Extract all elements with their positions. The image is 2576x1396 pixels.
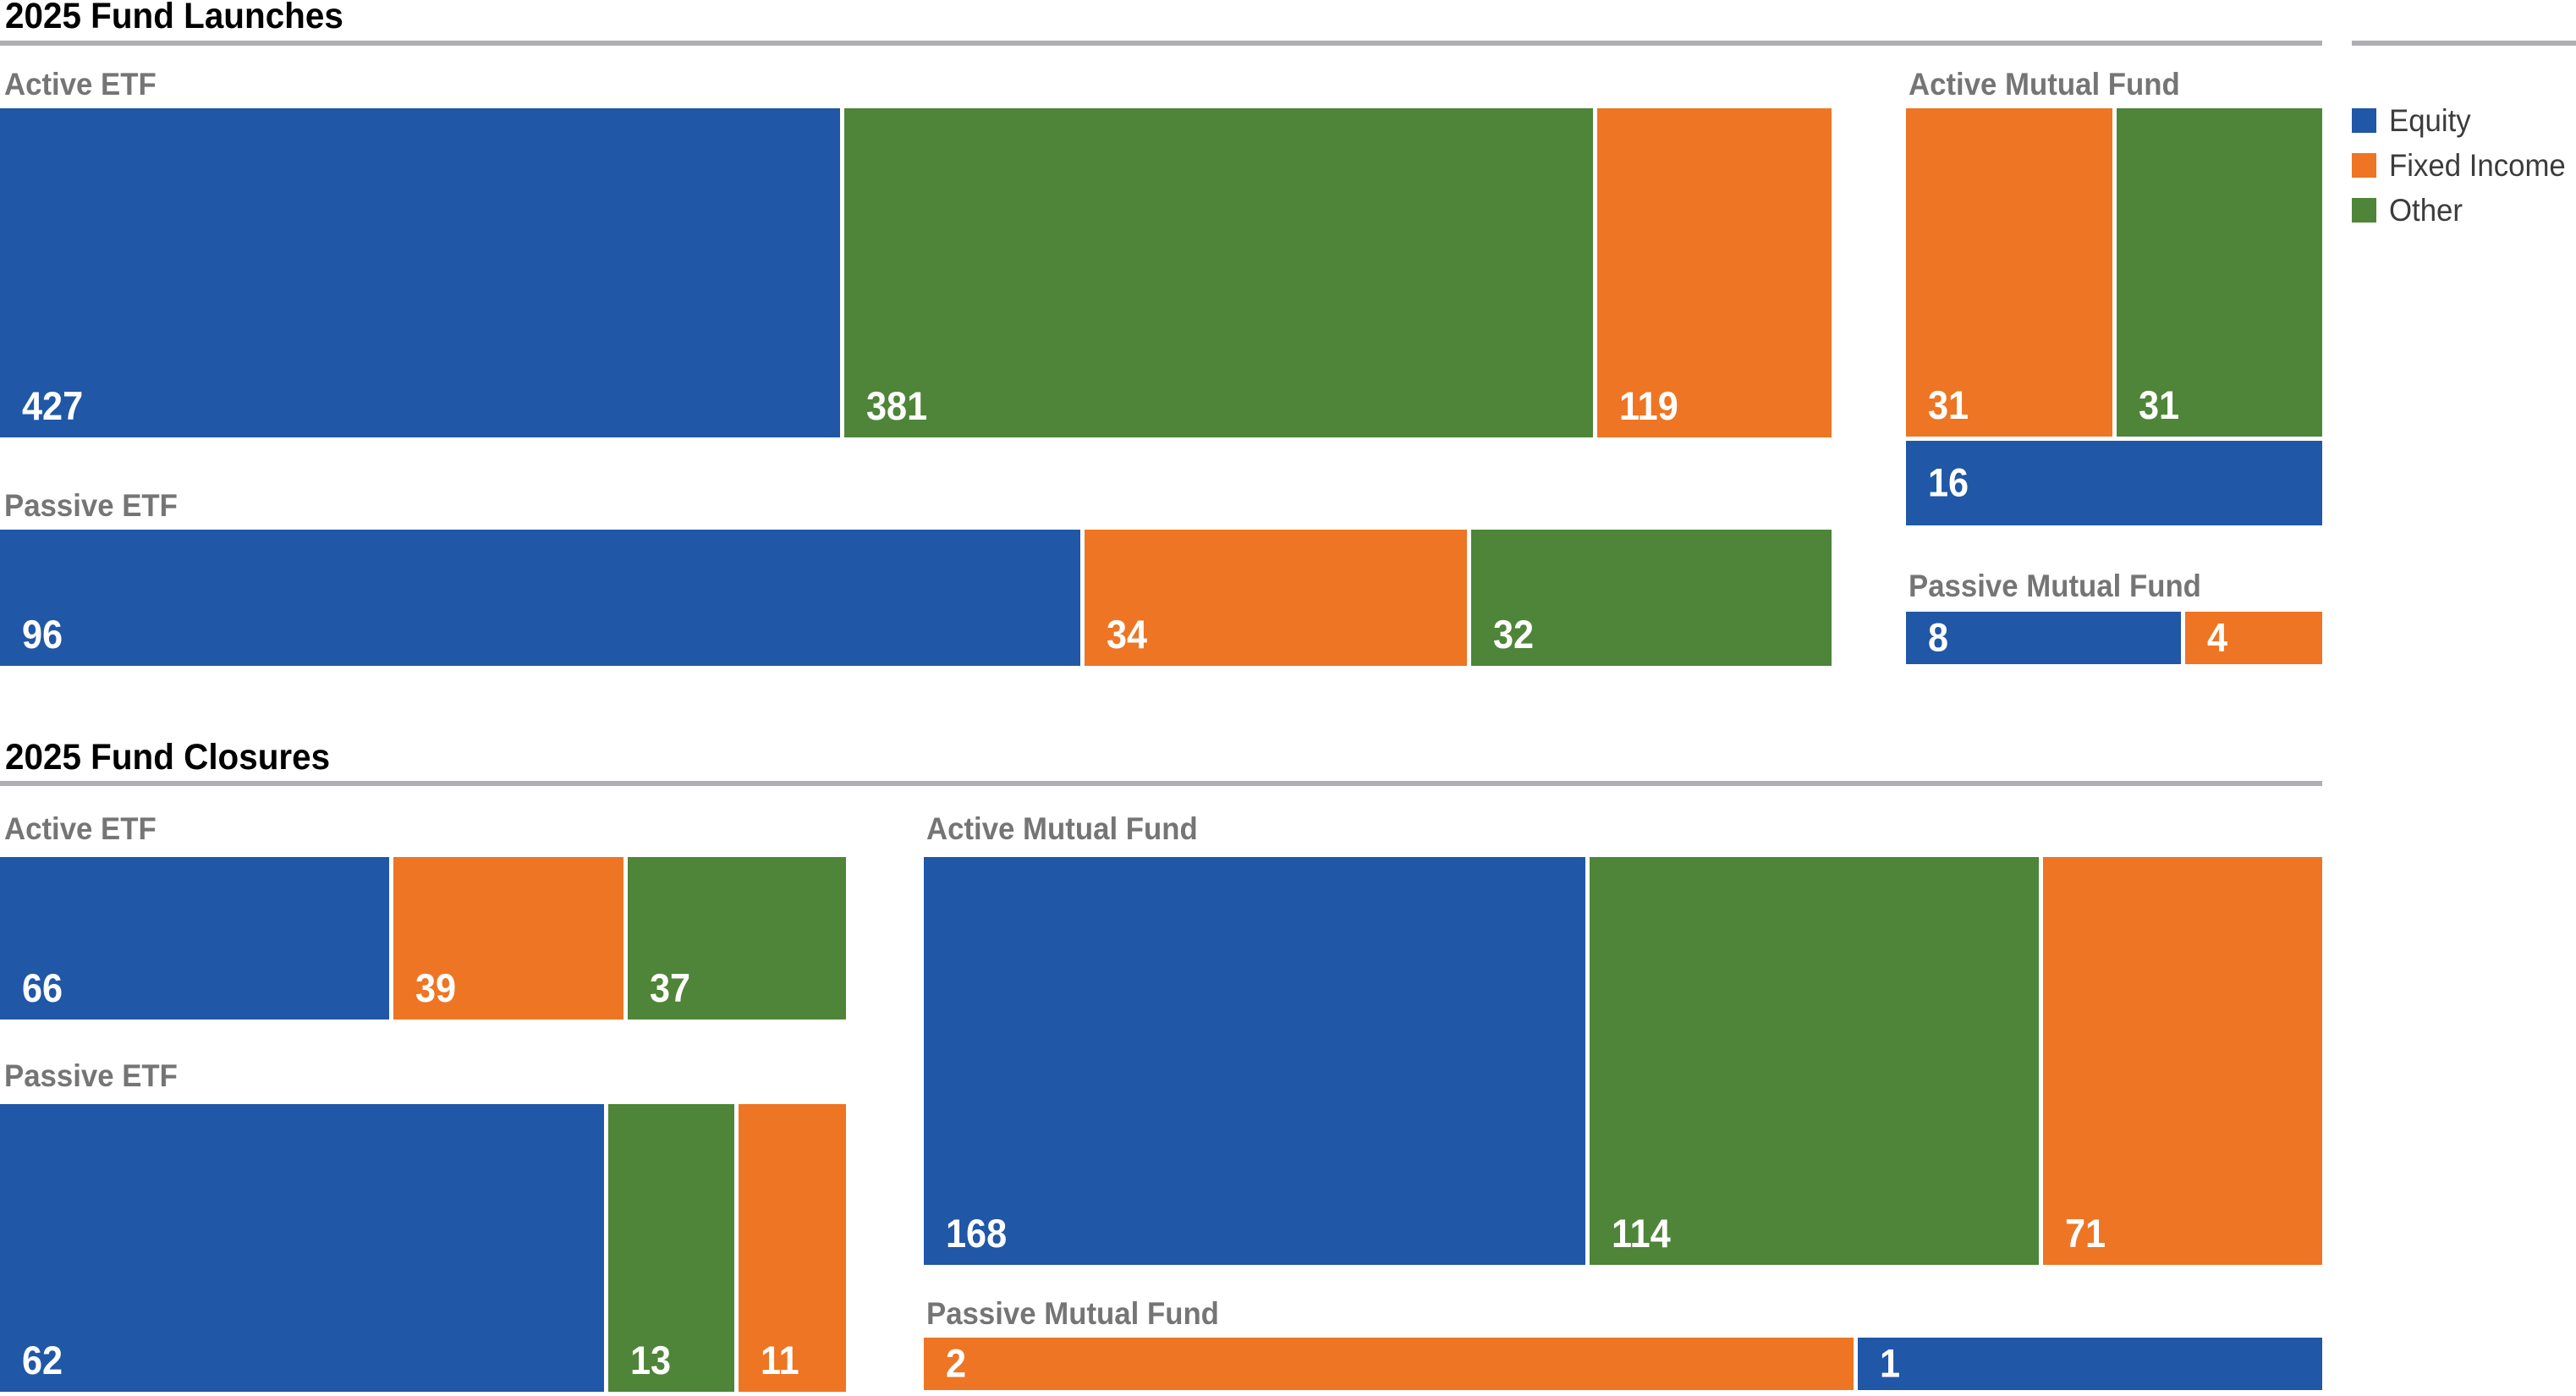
segment-value-label: 71 [2064, 1211, 2106, 1256]
segment-value-label: 381 [865, 383, 927, 428]
treemap-rect-closures-active-mutual-fund-equity: 168 [924, 857, 1585, 1265]
treemap-rect-launches-active-mutual-fund-equity: 16 [1906, 440, 2322, 525]
group-label-launches-active-etf: Active ETF [4, 67, 157, 102]
treemap-rect-launches-passive-etf-other: 32 [1471, 530, 1832, 666]
segment-value-label: 114 [1611, 1211, 1671, 1256]
segment-value-label: 168 [946, 1211, 1008, 1256]
treemap-rect-closures-passive-mutual-fund-fixed-income: 2 [924, 1338, 1854, 1390]
treemap-rect-closures-active-etf-other: 37 [628, 857, 846, 1020]
segment-value-label: 34 [1107, 612, 1148, 657]
treemap-closures-active-etf: 66 39 37 [0, 857, 846, 1020]
treemap-launches-active-mutual-fund: 31 31 16 [1906, 108, 2322, 525]
segment-value-label: 96 [22, 612, 63, 657]
segment-value-label: 119 [1619, 383, 1679, 428]
segment-value-label: 66 [22, 965, 63, 1010]
treemap-row: 16 [1906, 440, 2322, 525]
treemap-rect-closures-passive-etf-equity: 62 [0, 1104, 604, 1392]
treemap-rect-closures-active-etf-fixed-income: 39 [393, 857, 624, 1020]
treemap-rect-closures-active-etf-equity: 66 [0, 857, 390, 1020]
group-label-closures-active-mutual-fund: Active Mutual Fund [926, 811, 1198, 846]
legend-item-other: Other [2352, 188, 2576, 233]
segment-value-label: 31 [1928, 382, 1969, 427]
segment-value-label: 4 [2206, 614, 2227, 660]
section-rule-launches [0, 41, 2322, 46]
treemap-rect-launches-active-etf-fixed-income: 119 [1597, 108, 1832, 437]
legend-item-fixed-income: Fixed Income [2352, 143, 2576, 188]
fixed-income-swatch-icon [2352, 153, 2376, 178]
treemap-closures-passive-etf: 62 13 11 [0, 1104, 846, 1392]
segment-value-label: 62 [22, 1338, 63, 1382]
treemap-rect-launches-passive-etf-fixed-income: 34 [1085, 530, 1468, 666]
treemap-rect-closures-active-mutual-fund-other: 114 [1589, 857, 2039, 1265]
section-rule-closures [0, 781, 2322, 786]
treemap-row: 427 381 119 [0, 108, 1832, 437]
treemap-rect-closures-passive-mutual-fund-equity: 1 [1857, 1338, 2322, 1390]
treemap-rect-closures-active-mutual-fund-fixed-income: 71 [2042, 857, 2322, 1265]
segment-value-label: 13 [629, 1338, 671, 1382]
segment-value-label: 1 [1879, 1340, 1900, 1386]
legend-item-equity: Equity [2352, 98, 2576, 143]
treemap-rect-launches-active-mutual-fund-fixed-income: 31 [1906, 108, 2112, 437]
treemap-rect-launches-active-mutual-fund-other: 31 [2116, 108, 2322, 437]
group-label-closures-passive-mutual-fund: Passive Mutual Fund [926, 1296, 1219, 1331]
section-title-closures: 2025 Fund Closures [5, 737, 331, 778]
treemap-rect-closures-passive-etf-fixed-income: 11 [739, 1104, 846, 1392]
treemap-row: 66 39 37 [0, 857, 846, 1020]
treemap-launches-active-etf: 427 381 119 [0, 108, 1832, 437]
other-swatch-icon [2352, 198, 2376, 223]
treemap-rect-launches-passive-mutual-fund-fixed-income: 4 [2184, 612, 2322, 664]
segment-value-label: 31 [2138, 382, 2179, 427]
segment-value-label: 39 [415, 965, 457, 1010]
treemap-row: 168 114 71 [924, 857, 2322, 1265]
group-label-launches-passive-mutual-fund: Passive Mutual Fund [1909, 569, 2201, 603]
segment-value-label: 32 [1493, 612, 1535, 657]
legend-label-fixed-income: Fixed Income [2389, 148, 2566, 183]
treemap-rect-launches-passive-mutual-fund-equity: 8 [1906, 612, 2181, 664]
treemap-launches-passive-etf: 96 34 32 [0, 530, 1832, 666]
segment-value-label: 8 [1928, 614, 1949, 660]
segment-value-label: 16 [1928, 459, 1969, 505]
section-title-launches: 2025 Fund Launches [5, 0, 343, 36]
segment-value-label: 2 [946, 1340, 967, 1386]
treemap-closures-active-mutual-fund: 168 114 71 [924, 857, 2322, 1265]
treemap-row: 62 13 11 [0, 1104, 846, 1392]
legend-label-other: Other [2389, 193, 2463, 228]
segment-value-label: 427 [22, 383, 84, 428]
legend-label-equity: Equity [2389, 103, 2471, 138]
treemap-rect-closures-passive-etf-other: 13 [607, 1104, 735, 1392]
segment-value-label: 11 [761, 1338, 800, 1382]
treemap-row: 96 34 32 [0, 530, 1832, 666]
group-label-launches-passive-etf: Passive ETF [4, 488, 178, 523]
treemap-row: 31 31 [1906, 108, 2322, 437]
equity-swatch-icon [2352, 108, 2376, 133]
segment-value-label: 37 [650, 965, 691, 1010]
treemap-rect-launches-active-etf-other: 381 [843, 108, 1594, 437]
treemap-rect-launches-passive-etf-equity: 96 [0, 530, 1081, 666]
group-label-closures-passive-etf: Passive ETF [4, 1058, 178, 1093]
group-label-launches-active-mutual-fund: Active Mutual Fund [1909, 67, 2180, 102]
legend: Equity Fixed Income Other [2352, 41, 2576, 233]
legend-rule [2352, 41, 2576, 46]
legend-items: Equity Fixed Income Other [2352, 98, 2576, 233]
treemap-rect-launches-active-etf-equity: 427 [0, 108, 840, 437]
group-label-closures-active-etf: Active ETF [4, 811, 157, 846]
